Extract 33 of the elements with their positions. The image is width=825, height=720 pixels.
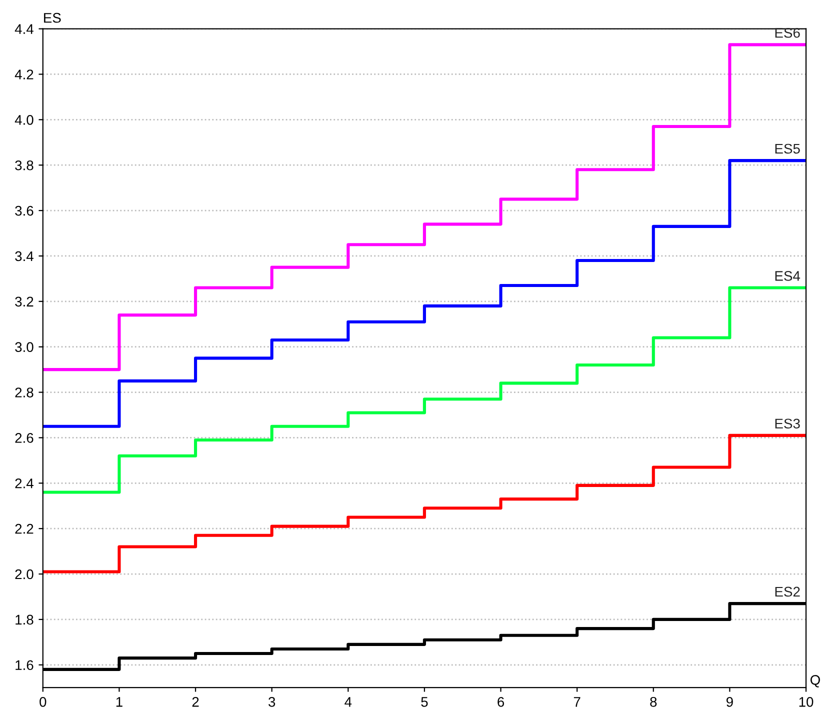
y-tick-label: 4.4 <box>14 24 34 34</box>
x-tick-label: 6 <box>498 696 504 707</box>
y-tick-label: 2.4 <box>15 478 34 488</box>
y-tick-label: 2.6 <box>15 433 34 443</box>
x-tick-label: 3 <box>268 696 276 707</box>
series-label: ES6 <box>775 28 800 38</box>
y-tick-label: 4.2 <box>14 70 34 80</box>
x-tick-label: 8 <box>650 696 657 707</box>
y-tick-label: 4.0 <box>14 115 34 125</box>
series-label: ES2 <box>775 586 800 597</box>
y-tick-label: 2.0 <box>15 569 34 580</box>
x-tick-label: 2 <box>192 696 199 707</box>
x-tick-label: 1 <box>116 697 122 707</box>
y-tick-label: 3.4 <box>15 251 34 262</box>
x-tick-label: 4 <box>344 697 352 707</box>
x-tick-label: 9 <box>726 696 733 707</box>
x-tick-label: 0 <box>40 696 46 707</box>
y-tick-label: 3.6 <box>15 206 34 216</box>
y-tick-label: 2.8 <box>15 388 34 398</box>
x-tick-label: 5 <box>421 697 428 707</box>
y-tick-label: 1.6 <box>16 660 34 670</box>
x-tick-label: 10 <box>799 696 814 707</box>
y-tick-label: 3.8 <box>15 160 34 170</box>
y-tick-label: 3.0 <box>15 342 34 352</box>
x-axis-title: Q <box>810 675 820 688</box>
y-tick-label: 2.2 <box>15 524 34 534</box>
y-tick-label: 1.8 <box>16 614 34 625</box>
y-axis-title: ES <box>44 12 61 23</box>
y-tick-label: 3.2 <box>15 296 34 307</box>
series-label: ES5 <box>775 144 800 154</box>
series-label: ES3 <box>775 418 800 429</box>
x-tick-label: 7 <box>574 697 580 707</box>
series-label: ES4 <box>775 271 800 281</box>
